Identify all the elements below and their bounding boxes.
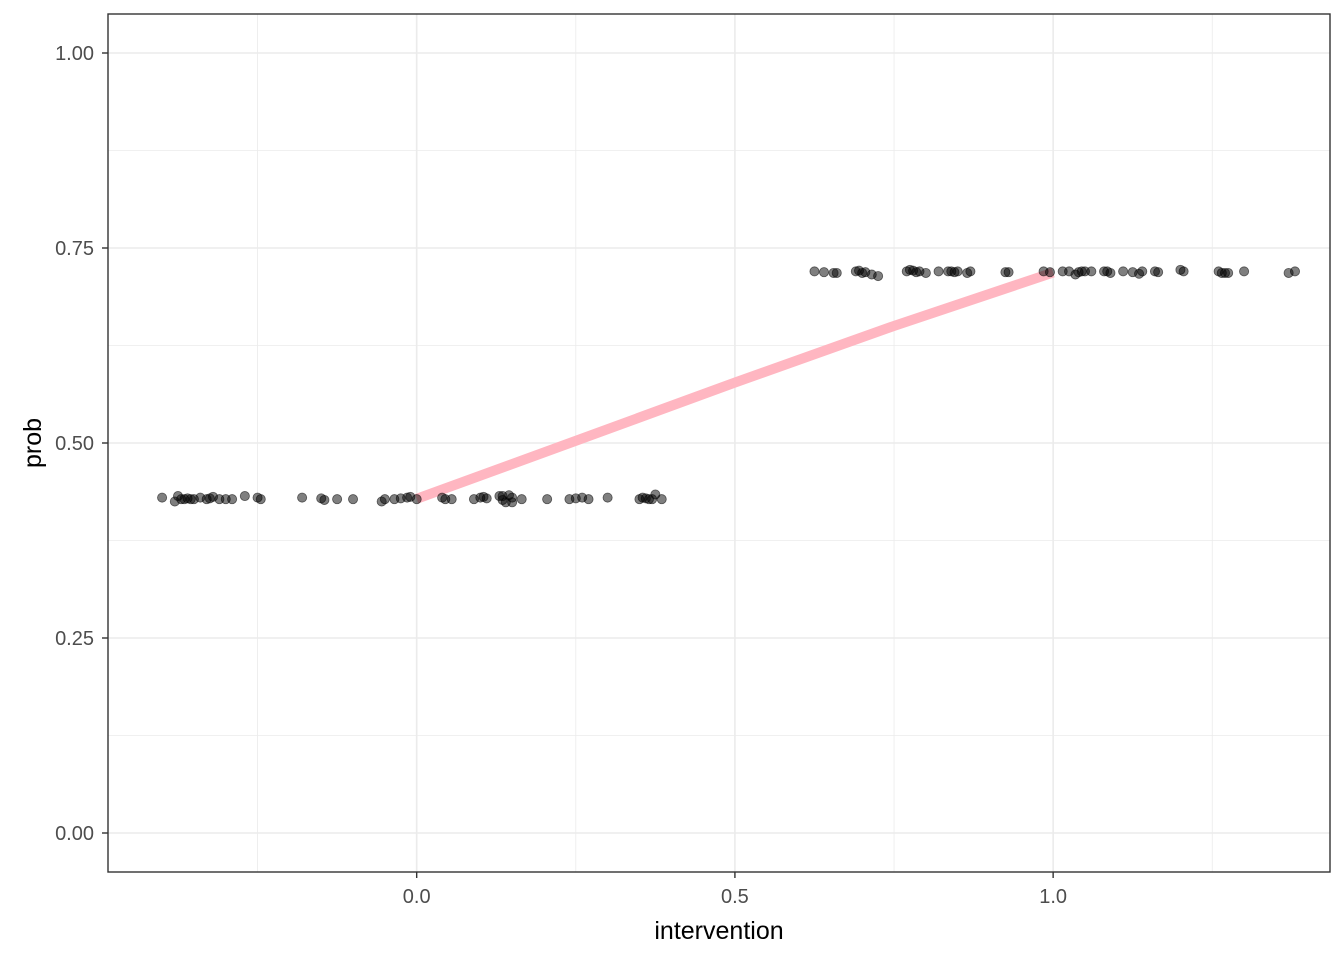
data-point xyxy=(157,492,168,503)
data-point xyxy=(1044,267,1055,278)
y-axis-title: prob xyxy=(19,418,47,468)
data-point xyxy=(656,494,667,505)
data-point xyxy=(1223,267,1234,278)
x-axis-title: intervention xyxy=(654,917,783,945)
data-point xyxy=(348,494,359,505)
data-point xyxy=(965,266,976,277)
data-point xyxy=(1289,266,1300,277)
y-tick-label: 1.00 xyxy=(55,43,94,65)
fitted-line-layer xyxy=(414,267,1055,504)
data-point xyxy=(239,491,250,502)
data-point xyxy=(542,494,553,505)
data-point xyxy=(583,494,594,505)
y-tick-label: 0.00 xyxy=(55,823,94,845)
data-point xyxy=(1153,267,1164,278)
data-point xyxy=(1137,266,1148,277)
data-point xyxy=(1105,267,1116,278)
data-point xyxy=(332,494,343,505)
data-point xyxy=(227,494,238,505)
data-point xyxy=(446,494,457,505)
y-tick-label: 0.25 xyxy=(55,628,94,650)
data-point xyxy=(831,267,842,278)
data-point xyxy=(1118,266,1129,277)
data-point xyxy=(1239,266,1250,277)
data-point xyxy=(1178,266,1189,277)
y-tick-label: 0.75 xyxy=(55,238,94,260)
data-point xyxy=(507,497,518,508)
axes: 0.00 0.25 0.50 0.75 1.00 0.0 0.5 1.0 xyxy=(55,43,1067,908)
data-point xyxy=(1086,266,1097,277)
data-point xyxy=(481,493,492,504)
data-point xyxy=(809,266,820,277)
data-point xyxy=(411,494,422,505)
y-tick-label: 0.50 xyxy=(55,433,94,455)
data-point xyxy=(297,492,308,503)
data-point xyxy=(602,492,613,503)
data-point xyxy=(933,266,944,277)
data-point xyxy=(873,271,884,282)
data-point xyxy=(255,494,266,505)
data-point xyxy=(920,267,931,278)
data-point xyxy=(516,494,527,505)
data-point xyxy=(952,266,963,277)
x-tick-label: 0.0 xyxy=(403,886,431,908)
data-point xyxy=(1003,267,1014,278)
fitted-line xyxy=(414,267,1055,504)
x-tick-label: 1.0 xyxy=(1039,886,1067,908)
points-layer xyxy=(157,264,1300,508)
x-tick-label: 0.5 xyxy=(721,886,749,908)
data-point xyxy=(819,267,830,278)
data-point xyxy=(319,494,330,505)
data-point xyxy=(379,494,390,505)
grid xyxy=(108,14,1330,872)
